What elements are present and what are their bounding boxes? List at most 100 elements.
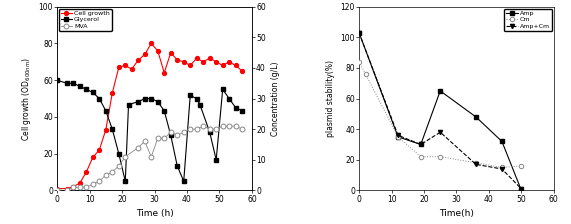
Glycerol (54, 79, 61, 82)
Cell growth (96, 149, 103, 151)
MVA (206, 128, 213, 131)
MVA (142, 140, 148, 143)
Amp+Cm (473, 163, 480, 166)
Cell growth (90, 156, 96, 159)
Cm (437, 155, 444, 158)
Cell growth (135, 59, 142, 61)
Cell growth (206, 57, 213, 60)
Cell growth (115, 66, 122, 69)
Cell growth (148, 42, 155, 45)
MVA (109, 171, 116, 173)
Amp (395, 136, 401, 138)
Cm (473, 162, 480, 164)
Cell growth (83, 171, 90, 173)
MVA (135, 146, 142, 149)
MVA (122, 155, 128, 158)
MVA (54, 189, 61, 192)
Glycerol (142, 97, 148, 100)
Cm (362, 73, 369, 75)
Amp+Cm (498, 168, 505, 170)
Amp+Cm (417, 143, 424, 146)
Line: Amp: Amp (357, 31, 524, 192)
MVA (174, 134, 180, 137)
MVA (180, 131, 187, 134)
Cell growth (102, 128, 109, 131)
Glycerol (196, 103, 203, 106)
Cm (498, 166, 505, 169)
Cell growth (142, 53, 148, 56)
Cell growth (122, 64, 128, 67)
Glycerol (125, 103, 132, 106)
Glycerol (194, 97, 200, 100)
Cm (518, 165, 525, 167)
Glycerol (77, 85, 83, 88)
Glycerol (219, 88, 226, 91)
Amp (356, 31, 363, 34)
Amp (437, 90, 444, 92)
Glycerol (180, 180, 187, 183)
MVA (213, 128, 220, 131)
Glycerol (70, 82, 77, 85)
Cell growth (77, 182, 83, 184)
Cell growth (200, 60, 207, 63)
MVA (194, 128, 200, 131)
Glycerol (213, 158, 220, 161)
Cm (395, 136, 401, 138)
MVA (226, 125, 232, 127)
Amp+Cm (437, 131, 444, 134)
Amp+Cm (356, 31, 363, 34)
MVA (148, 155, 155, 158)
Cell growth (109, 92, 116, 94)
Glycerol (83, 88, 90, 91)
Glycerol (206, 131, 213, 134)
MVA (187, 128, 194, 131)
Glycerol (239, 110, 246, 112)
MVA (70, 186, 77, 189)
MVA (161, 137, 168, 140)
Glycerol (63, 82, 70, 85)
Cell growth (180, 60, 187, 63)
Legend: Amp, Cm, Amp+Cm: Amp, Cm, Amp+Cm (504, 9, 552, 31)
Glycerol (90, 91, 96, 94)
MVA (115, 165, 122, 167)
Glycerol (122, 180, 128, 183)
Amp+Cm (395, 134, 401, 137)
Amp (498, 140, 505, 143)
Glycerol (115, 152, 122, 155)
MVA (90, 183, 96, 186)
Cell growth (239, 70, 246, 72)
Glycerol (187, 94, 194, 97)
Cm (417, 155, 424, 158)
Cell growth (154, 50, 161, 52)
MVA (63, 189, 70, 192)
Line: Amp+Cm: Amp+Cm (357, 31, 524, 191)
X-axis label: Time(h): Time(h) (439, 209, 474, 218)
Glycerol (232, 106, 239, 109)
MVA (102, 174, 109, 177)
Cell growth (194, 57, 200, 60)
Glycerol (161, 110, 168, 112)
MVA (96, 180, 103, 183)
Line: Cm: Cm (357, 60, 524, 170)
Cell growth (70, 185, 77, 188)
MVA (77, 186, 83, 189)
Cell growth (213, 60, 220, 63)
Glycerol (102, 110, 109, 112)
Glycerol (226, 97, 232, 100)
Y-axis label: Cell growth (OD$_{600nm}$): Cell growth (OD$_{600nm}$) (20, 56, 33, 141)
Cell growth (167, 51, 174, 54)
Glycerol (96, 97, 103, 100)
Amp (518, 189, 525, 192)
Cell growth (128, 68, 135, 71)
X-axis label: Time (h): Time (h) (136, 209, 174, 218)
Glycerol (167, 134, 174, 137)
Cell growth (187, 64, 194, 67)
Y-axis label: Concentration (g/L): Concentration (g/L) (271, 61, 280, 136)
MVA (83, 186, 90, 189)
MVA (219, 125, 226, 127)
Glycerol (148, 97, 155, 100)
Legend: Cell growth, Glycerol, MVA: Cell growth, Glycerol, MVA (59, 9, 111, 31)
Line: Glycerol: Glycerol (55, 78, 244, 183)
Cell growth (226, 60, 232, 63)
MVA (200, 125, 207, 127)
